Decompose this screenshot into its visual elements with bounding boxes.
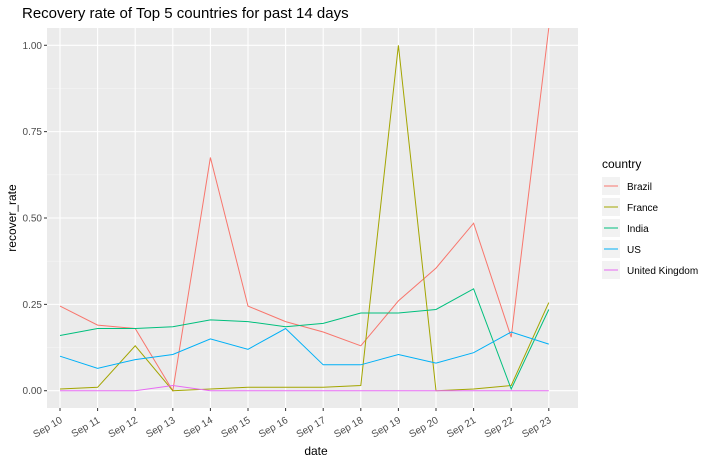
y-tick-label: 0.50	[23, 214, 43, 225]
legend-label: India	[627, 224, 649, 235]
series-lines	[59, 28, 550, 393]
x-tick-label: Sep 22	[483, 415, 516, 441]
x-tick-label: Sep 23	[520, 415, 553, 441]
y-tick-label: 0.00	[23, 386, 43, 397]
x-tick-label: Sep 19	[370, 415, 403, 441]
x-tick-label: Sep 10	[32, 415, 65, 441]
series-line-france	[59, 45, 550, 392]
x-tick-label: Sep 17	[295, 415, 328, 441]
series-line-india	[59, 288, 550, 391]
series-line-united-kingdom	[60, 384, 549, 392]
x-tick-label: Sep 13	[144, 415, 177, 441]
y-axis-title: recover_rate	[5, 184, 19, 252]
legend-label: Brazil	[627, 182, 652, 193]
x-tick-label: Sep 11	[70, 415, 103, 440]
legend-label: United Kingdom	[627, 266, 698, 277]
legend-label: France	[627, 203, 659, 214]
x-tick-label: Sep 12	[107, 415, 140, 441]
x-tick-label: Sep 21	[445, 415, 478, 441]
series-line-brazil	[59, 28, 550, 393]
legend-title: country	[602, 157, 641, 171]
x-tick-label: Sep 16	[257, 415, 290, 441]
x-tick-label: Sep 15	[220, 415, 253, 441]
legend: country Brazil France India US United Kingdo…	[602, 157, 698, 279]
x-tick-label: Sep 20	[408, 415, 441, 441]
x-tick-label: Sep 18	[332, 415, 365, 441]
legend-label: US	[627, 245, 641, 256]
grid-lines	[47, 28, 578, 408]
y-axis-ticks: 0.00 0.25 0.50 0.75 1.00	[23, 41, 47, 397]
y-tick-label: 0.75	[23, 127, 43, 138]
x-axis-title: date	[304, 444, 328, 458]
y-tick-label: 1.00	[23, 41, 43, 52]
y-tick-label: 0.25	[23, 300, 43, 311]
series-line-us	[59, 327, 549, 369]
x-axis-ticks: Sep 10 Sep 11 Sep 12 Sep 13 Sep 14 Sep 15 Sep …	[32, 408, 554, 440]
chart-title: Recovery rate of Top 5 countries for pas…	[22, 5, 349, 22]
x-tick-label: Sep 14	[182, 415, 215, 441]
